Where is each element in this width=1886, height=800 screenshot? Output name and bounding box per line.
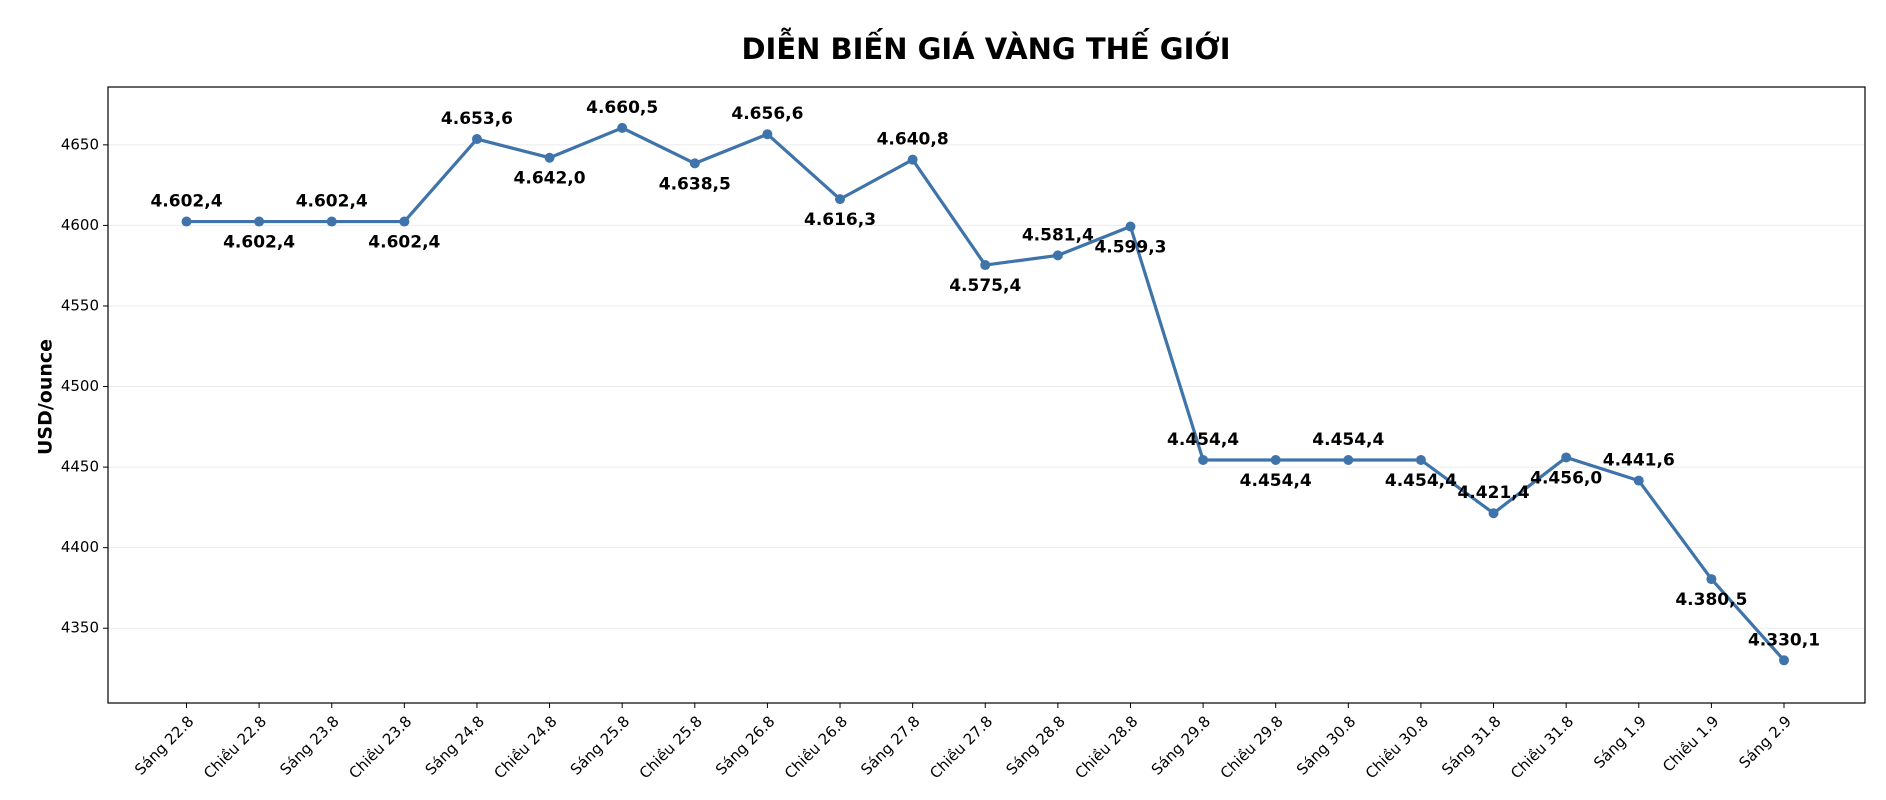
value-label: 4.575,4	[949, 276, 1021, 296]
y-tick-label: 4400	[61, 538, 99, 556]
x-tick-label: Sáng 1.9	[1590, 712, 1650, 772]
value-label: 4.602,4	[296, 192, 368, 212]
data-point	[835, 194, 846, 205]
y-tick-label: 4550	[61, 296, 99, 314]
data-point	[617, 122, 628, 133]
x-tick-label: Chiều 28.8	[1071, 712, 1141, 782]
y-tick-label: 4600	[61, 216, 99, 234]
y-tick-label: 4500	[61, 377, 99, 395]
data-point	[1633, 475, 1644, 486]
x-tick-label: Chiều 22.8	[200, 712, 270, 782]
value-label: 4.640,8	[877, 130, 949, 150]
data-point	[471, 134, 482, 145]
value-label: 4.599,3	[1094, 238, 1166, 258]
value-label: 4.454,4	[1240, 471, 1312, 491]
value-label: 4.642,0	[514, 169, 586, 189]
data-point	[181, 216, 192, 227]
value-label: 4.616,3	[804, 210, 876, 230]
data-point	[544, 152, 555, 163]
data-point	[1779, 655, 1789, 666]
x-tick-label: Chiều 30.8	[1362, 712, 1432, 782]
y-tick-label: 4350	[61, 619, 99, 637]
data-point	[1488, 508, 1499, 519]
x-tick-label: Sáng 2.9	[1735, 712, 1795, 772]
x-tick-label: Sáng 30.8	[1293, 712, 1359, 778]
data-point	[980, 260, 991, 271]
value-label: 4.454,4	[1312, 430, 1384, 450]
data-point	[1125, 221, 1136, 232]
data-line	[186, 126, 1786, 662]
data-point	[1052, 250, 1063, 261]
x-tick-label: Sáng 29.8	[1148, 712, 1214, 778]
x-tick-label: Chiều 23.8	[345, 712, 415, 782]
x-tick-label: Sáng 24.8	[422, 712, 488, 778]
value-label: 4.380,5	[1675, 590, 1747, 610]
value-label: 4.330,1	[1748, 630, 1820, 650]
x-tick-label: Sáng 25.8	[567, 712, 633, 778]
data-point	[1343, 455, 1354, 466]
x-tick-label: Sáng 27.8	[857, 712, 923, 778]
data-point	[1415, 455, 1426, 466]
x-tick-label: Chiều 24.8	[491, 712, 561, 782]
value-label: 4.660,5	[586, 98, 658, 118]
x-tick-label: Chiều 29.8	[1217, 712, 1287, 782]
value-label: 4.421,4	[1458, 483, 1530, 503]
data-point	[1706, 574, 1717, 585]
x-tick-label: Sáng 22.8	[131, 712, 197, 778]
value-label: 4.602,4	[223, 233, 295, 253]
data-point	[689, 158, 700, 169]
x-tick-label: Sáng 31.8	[1438, 712, 1504, 778]
chart-title: DIỄN BIẾN GIÁ VÀNG THẾ GIỚI	[741, 28, 1230, 66]
value-label: 4.653,6	[441, 109, 513, 129]
y-axis-label: USD/ounce	[35, 339, 57, 455]
data-point	[326, 216, 337, 227]
value-label: 4.441,6	[1603, 451, 1675, 471]
value-label: 4.638,5	[659, 174, 731, 194]
x-tick-label: Chiều 25.8	[636, 712, 706, 782]
data-point	[907, 154, 918, 165]
x-tick-label: Chiều 26.8	[781, 712, 851, 782]
value-label: 4.602,4	[150, 192, 222, 212]
x-tick-label: Chiều 1.9	[1659, 712, 1722, 775]
data-point	[1561, 452, 1572, 463]
data-point	[762, 129, 773, 140]
value-label: 4.456,0	[1530, 468, 1602, 488]
data-point	[254, 216, 265, 227]
x-tick-label: Sáng 23.8	[276, 712, 342, 778]
x-tick-label: Chiều 27.8	[926, 712, 996, 782]
value-label: 4.656,6	[731, 104, 803, 124]
data-point	[1198, 455, 1209, 466]
value-label: 4.581,4	[1022, 225, 1094, 245]
y-tick-label: 4450	[61, 458, 99, 476]
x-tick-label: Sáng 28.8	[1002, 712, 1068, 778]
y-tick-label: 4650	[61, 135, 99, 153]
data-point	[1270, 455, 1281, 466]
x-tick-label: Sáng 26.8	[712, 712, 778, 778]
data-point	[399, 216, 410, 227]
plot-frame	[107, 86, 1866, 704]
value-label: 4.602,4	[368, 233, 440, 253]
x-tick-label: Chiều 31.8	[1507, 712, 1577, 782]
value-label: 4.454,4	[1385, 471, 1457, 491]
value-label: 4.454,4	[1167, 430, 1239, 450]
